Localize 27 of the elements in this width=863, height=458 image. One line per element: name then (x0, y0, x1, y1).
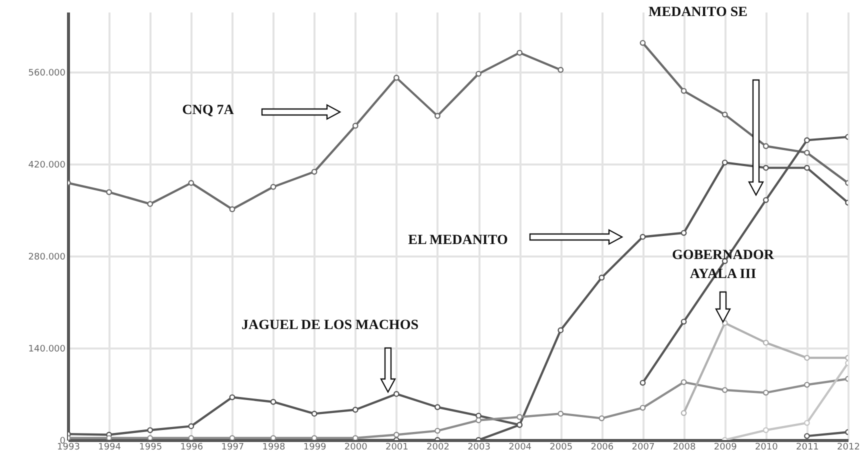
x-tick-label: 2010 (754, 442, 778, 452)
x-tick-label: 2012 (837, 442, 860, 452)
x-tick-label: 1994 (98, 442, 122, 452)
annotation: CNQ 7A (182, 103, 235, 118)
x-tick-label: 1998 (262, 442, 286, 452)
annotation: MEDANITO SE (648, 5, 748, 20)
x-tick-label: 2004 (508, 442, 532, 452)
x-tick-label: 2001 (385, 442, 408, 452)
y-tick-label: 420.000 (28, 160, 66, 170)
x-tick-label: 2000 (344, 442, 368, 452)
x-tick-label: 1995 (139, 442, 162, 452)
annotation: JAGUEL DE LOS MACHOS (242, 318, 419, 333)
x-tick-label: 2006 (590, 442, 614, 452)
x-tick-label: 1996 (180, 442, 204, 452)
x-tick-label: 2011 (796, 442, 819, 452)
x-tick-label: 1999 (303, 442, 327, 452)
x-tick-label: 2008 (672, 442, 696, 452)
x-tick-label: 2009 (714, 442, 738, 452)
y-tick-label: 280.000 (28, 252, 66, 262)
annotation: EL MEDANITO (408, 233, 508, 248)
x-tick-label: 1997 (221, 442, 244, 452)
x-tick-label: 2003 (468, 442, 490, 452)
y-tick-label: 140.000 (28, 344, 66, 354)
y-tick-label: 560.000 (28, 68, 66, 78)
x-tick-label: 2007 (632, 442, 655, 452)
x-tick-label: 2002 (426, 442, 450, 452)
x-tick-label: 2005 (550, 442, 573, 452)
